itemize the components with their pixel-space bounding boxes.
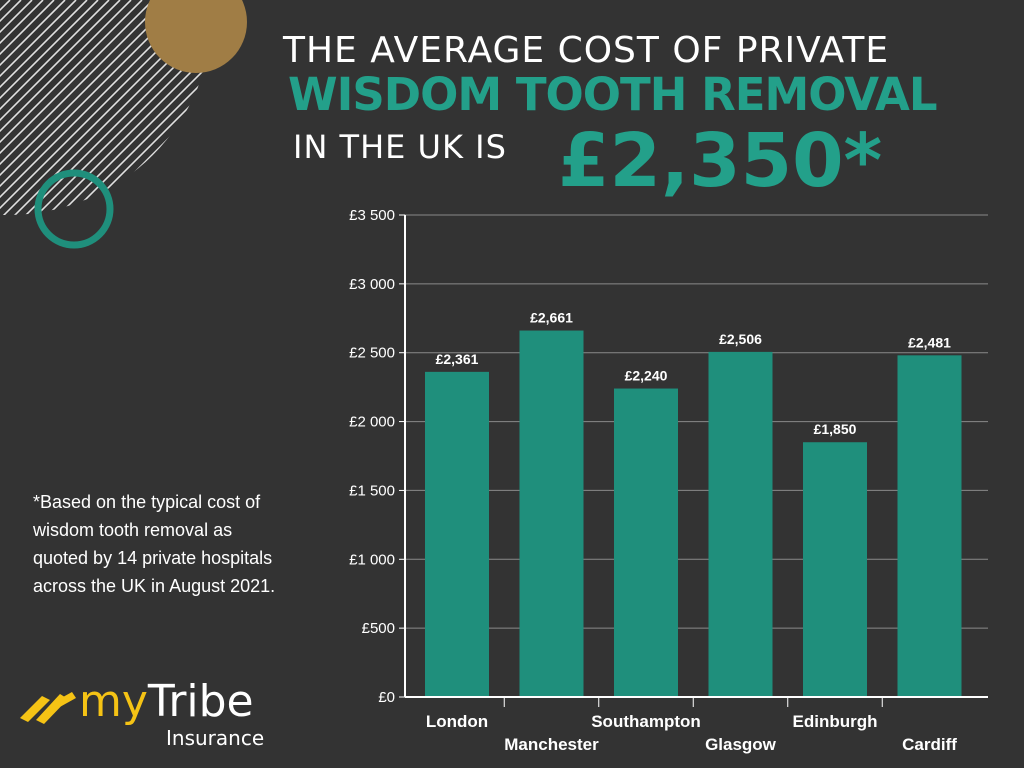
teal-ring — [34, 169, 114, 249]
logo-wordmark: myTribe — [79, 676, 254, 727]
y-tick-label: £0 — [378, 689, 395, 706]
decorative-shapes — [0, 0, 247, 249]
y-tick-label: £3 500 — [349, 207, 395, 224]
bar-value-labels: £2,361 £2,661 £2,240 £2,506 £1,850 £2,481 — [436, 310, 952, 438]
x-tick-label: Manchester — [504, 735, 599, 754]
bar-cardiff — [897, 355, 962, 697]
bar-value-label: £2,240 — [625, 368, 668, 384]
bar-manchester — [519, 330, 584, 697]
bar-value-label: £1,850 — [814, 421, 857, 437]
x-tick-label: Edinburgh — [793, 712, 878, 731]
y-tick-label: £500 — [362, 620, 395, 637]
y-tick-label: £1 500 — [349, 482, 395, 499]
y-tick-label: £1 000 — [349, 551, 395, 568]
y-tick-label: £2 500 — [349, 345, 395, 362]
footnote: *Based on the typical cost of wisdom too… — [33, 492, 276, 596]
headline-line-3: IN THE UK IS — [293, 128, 507, 166]
x-tick-label: London — [426, 712, 488, 731]
x-tick-label: Glasgow — [705, 735, 777, 754]
bar-value-label: £2,361 — [436, 351, 479, 367]
bar-southampton — [614, 388, 678, 697]
bar-edinburgh — [803, 442, 867, 697]
headline-price: £2,350* — [558, 118, 883, 204]
logo-chevron-icon — [20, 692, 76, 724]
bar-value-label: £2,506 — [719, 331, 762, 347]
bar-glasgow — [708, 351, 773, 697]
bar-value-label: £2,481 — [908, 334, 951, 350]
logo-name-tribe: Tribe — [147, 676, 254, 727]
bar-value-label: £2,661 — [530, 310, 573, 326]
x-tick-label: Southampton — [591, 712, 701, 731]
logo-name-my: my — [79, 676, 148, 727]
y-axis-ticks: £0 £500 £1 000 £1 500 £2 000 £2 500 £3 000 £3 5… — [349, 207, 405, 706]
y-tick-label: £2 000 — [349, 414, 395, 431]
grid-lines — [405, 214, 988, 629]
logo-subtitle: Insurance — [166, 726, 265, 750]
bar-london — [425, 371, 489, 697]
headline-line-2: WISDOM TOOTH REMOVAL — [288, 68, 938, 121]
headline-line-1: THE AVERAGE COST OF PRIVATE — [283, 30, 890, 71]
x-tick-label: Cardiff — [902, 735, 957, 754]
y-tick-label: £3 000 — [349, 276, 395, 293]
gold-circle — [145, 0, 247, 73]
bars — [425, 330, 962, 697]
